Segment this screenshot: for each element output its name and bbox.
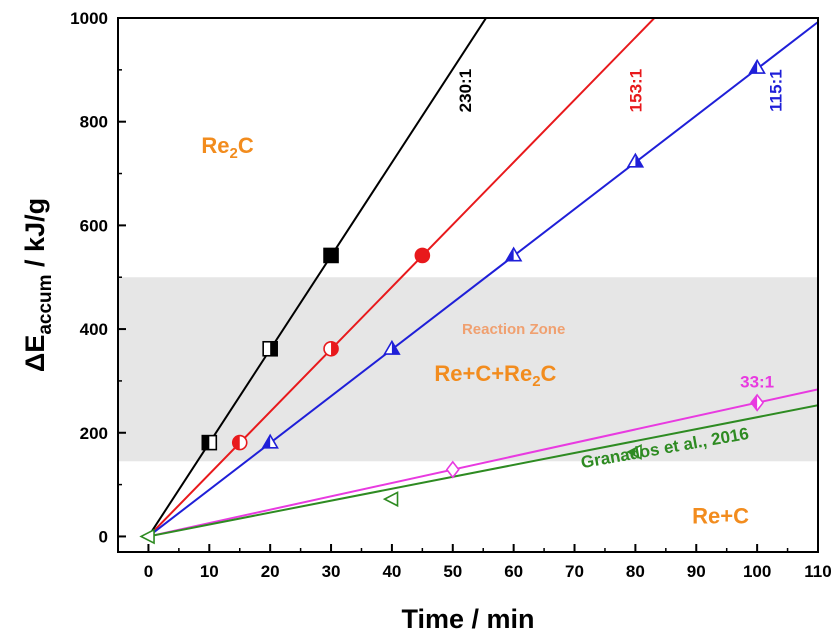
- marker-2-3: [626, 152, 645, 168]
- fit-lines: [147, 18, 818, 538]
- marker-3-1: [750, 393, 765, 412]
- marker-2-2: [504, 246, 523, 262]
- series-label-0: 230:1: [456, 69, 475, 112]
- marker-4-1: [382, 491, 399, 508]
- y-tick-label-1: 200: [80, 424, 108, 443]
- marker-0-1: [262, 340, 278, 357]
- fit-line-1: [147, 18, 656, 538]
- marker-2-0: [261, 433, 279, 449]
- series-label-2: 115:1: [766, 69, 785, 112]
- fit-line-4: [148, 404, 818, 538]
- y-tick-label-5: 1000: [70, 9, 108, 28]
- x-tick-label-5: 50: [443, 562, 462, 581]
- marker-0-0: [201, 434, 218, 451]
- x-tick-label-0: 0: [144, 562, 153, 581]
- x-tick-label-11: 110: [804, 562, 831, 581]
- reaction-zone-band: [118, 277, 818, 462]
- y-tick-label-2: 400: [80, 320, 108, 339]
- x-tick-label-7: 70: [565, 562, 584, 581]
- data-markers: [139, 58, 766, 545]
- fit-line-2: [147, 21, 818, 538]
- plot-frame: [117, 17, 819, 553]
- x-axis-title: Time / min: [401, 604, 534, 634]
- region-labels: Re2C Re+C+Re2C Re+C: [201, 133, 749, 529]
- series-label-3: 33:1: [740, 373, 774, 392]
- x-tick-label-4: 40: [382, 562, 401, 581]
- marker-1-0: [231, 434, 248, 451]
- marker-2-4: [748, 58, 766, 74]
- marker-2-1: [383, 339, 401, 355]
- series-label-1: 153:1: [626, 69, 645, 112]
- x-tick-label-10: 100: [743, 562, 771, 581]
- y-axis-title-prefix: ΔE: [20, 335, 50, 372]
- x-tick-label-6: 60: [504, 562, 523, 581]
- region-label-2: Re+C: [692, 503, 749, 528]
- marker-1-1: [323, 340, 339, 357]
- marker-1-2: [414, 247, 431, 264]
- x-tick-label-9: 90: [687, 562, 706, 581]
- y-tick-label-0: 0: [99, 527, 108, 546]
- x-tick-label-8: 80: [626, 562, 645, 581]
- marker-4-2: [626, 443, 642, 460]
- marker-3-0: [445, 460, 460, 479]
- y-tick-label-4: 800: [80, 113, 108, 132]
- y-axis-title-sub: accum: [35, 274, 56, 334]
- x-tick-label-3: 30: [322, 562, 341, 581]
- axis-ticks: 0 10 20 30 40 50 60 70 80 90 100 110 0 200 400 600 800 10…: [70, 9, 832, 581]
- fit-line-0: [147, 18, 488, 537]
- x-tick-label-2: 20: [261, 562, 280, 581]
- marker-4-0: [139, 528, 155, 545]
- y-axis-title-suffix: / kJ/g: [20, 198, 50, 275]
- region-label-0: Re2C: [201, 133, 253, 162]
- fit-line-3: [148, 388, 818, 538]
- marker-0-2: [323, 247, 339, 264]
- x-tick-label-1: 10: [200, 562, 219, 581]
- y-axis-title: ΔEaccum / kJ/g: [20, 198, 56, 372]
- region-label-1: Re+C+Re2C: [434, 361, 556, 390]
- y-tick-label-3: 600: [80, 216, 108, 235]
- reaction-zone-label: Reaction Zone: [462, 321, 565, 338]
